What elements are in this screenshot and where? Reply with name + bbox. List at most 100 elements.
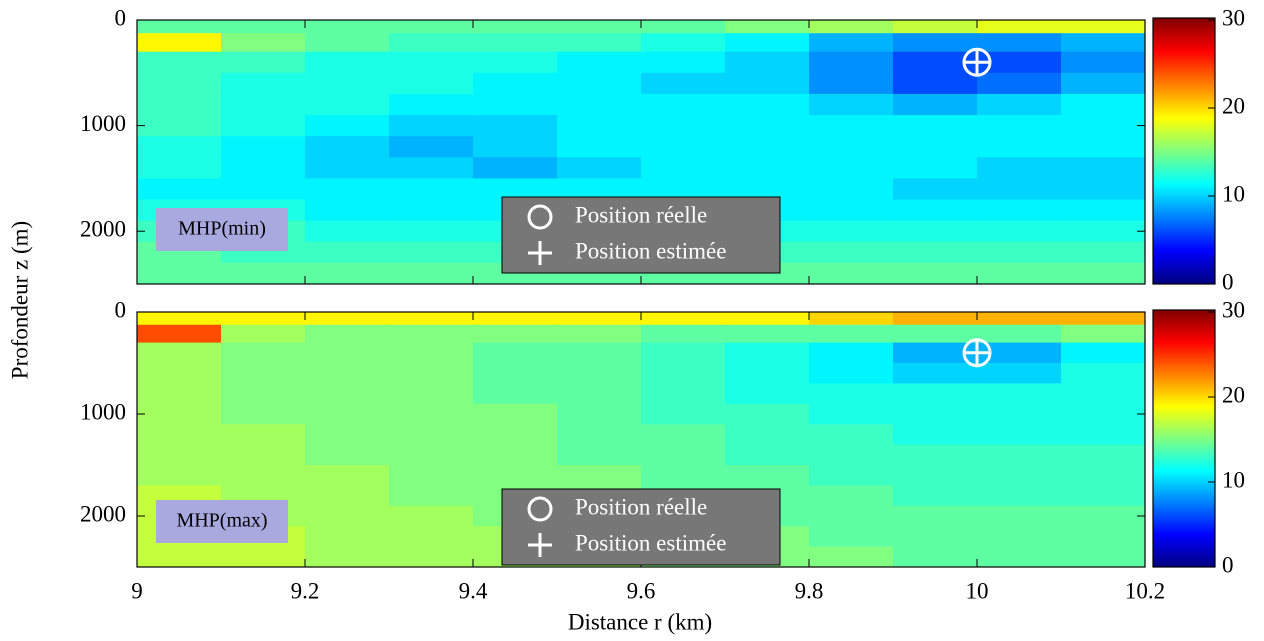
heatmap-cell <box>137 342 222 364</box>
y-tick-label: 2000 <box>80 501 126 526</box>
annotation-box <box>156 208 288 251</box>
heatmap-cell <box>137 93 222 116</box>
heatmap-cell <box>389 241 474 264</box>
heatmap-cell <box>809 33 894 53</box>
heatmap-cell <box>893 262 978 285</box>
heatmap-cell <box>137 363 222 384</box>
heatmap-cell <box>305 241 390 264</box>
heatmap-cell <box>893 312 978 326</box>
heatmap-cell <box>221 546 306 568</box>
heatmap-cell <box>557 324 642 344</box>
heatmap-cell <box>305 93 390 116</box>
annotation: MHP(min) <box>178 218 266 240</box>
heatmap-cell <box>557 93 642 116</box>
heatmap-cell <box>641 312 726 326</box>
legend-label: Position réelle <box>575 202 707 227</box>
heatmap-cell <box>221 51 306 74</box>
y-tick-label: 0 <box>115 5 127 30</box>
heatmap-cell <box>1061 465 1146 486</box>
heatmap-cell <box>893 424 978 446</box>
heatmap-cell <box>809 363 894 384</box>
heatmap-cell <box>725 383 810 405</box>
heatmap-cell <box>389 505 474 527</box>
y-tick-label: 2000 <box>80 216 126 241</box>
heatmap-cell <box>641 178 726 201</box>
heatmap-cell <box>725 312 810 326</box>
heatmap-cell <box>725 444 810 466</box>
heatmap-cell <box>725 403 810 425</box>
heatmap-cell <box>221 72 306 95</box>
heatmap-cell <box>473 424 558 446</box>
colorbar-tick-label: 0 <box>1222 552 1234 577</box>
heatmap-cell <box>1061 363 1146 384</box>
y-axis-label: Profondeur z (m) <box>7 221 32 379</box>
heatmap-cell <box>977 157 1062 179</box>
heatmap-cell <box>473 157 558 179</box>
heatmap-cell <box>1061 220 1146 243</box>
heatmap-cell <box>473 363 558 384</box>
heatmap-cell <box>137 465 222 486</box>
heatmap-cell <box>893 546 978 568</box>
heatmap-cell <box>809 220 894 243</box>
heatmap-cell <box>1061 324 1146 344</box>
heatmap-cell <box>137 324 222 344</box>
heatmap-cell <box>221 342 306 364</box>
colorbar <box>1152 309 1216 568</box>
heatmap-cell <box>305 403 390 425</box>
y-tick-label: 0 <box>115 297 127 322</box>
heatmap-cell <box>389 324 474 344</box>
heatmap-cell <box>809 178 894 201</box>
heatmap-cell <box>389 136 474 158</box>
heatmap-cell <box>389 262 474 285</box>
heatmap-cell <box>809 444 894 466</box>
heatmap-cell <box>221 93 306 116</box>
heatmap-cell <box>557 403 642 425</box>
heatmap-cell <box>1061 526 1146 548</box>
heatmap-cell <box>137 546 222 568</box>
heatmap-cell <box>557 20 642 34</box>
heatmap-cell <box>557 157 642 179</box>
heatmap-cell <box>305 485 390 507</box>
heatmap-cell <box>893 465 978 486</box>
heatmap-cell <box>809 526 894 548</box>
heatmap-cell <box>977 136 1062 158</box>
heatmap-cell <box>977 383 1062 405</box>
heatmap-cell <box>305 424 390 446</box>
heatmap-cell <box>725 136 810 158</box>
heatmap-cell <box>305 505 390 527</box>
x-tick-label: 10 <box>966 578 989 603</box>
heatmap-cell <box>977 241 1062 264</box>
legend-label: Position estimée <box>575 238 726 263</box>
heatmap-cell <box>977 526 1062 548</box>
heatmap-cell <box>305 220 390 243</box>
colorbar-tick-label: 20 <box>1222 382 1245 407</box>
heatmap-cell <box>305 72 390 95</box>
heatmap-cell <box>557 342 642 364</box>
heatmap-cell <box>473 444 558 466</box>
heatmap-cell <box>221 178 306 201</box>
heatmap-cell <box>137 157 222 179</box>
heatmap-cell <box>977 444 1062 466</box>
heatmap-cell <box>305 465 390 486</box>
heatmap-cell <box>1061 546 1146 568</box>
x-axis-label: Distance r (km) <box>568 609 712 634</box>
heatmap-cell <box>389 424 474 446</box>
heatmap-cell <box>557 72 642 95</box>
heatmap-cell <box>557 312 642 326</box>
heatmap-cell <box>809 136 894 158</box>
heatmap-cell <box>893 444 978 466</box>
heatmap-cell <box>221 33 306 53</box>
heatmap-cell <box>641 324 726 344</box>
heatmap-cell <box>305 444 390 466</box>
heatmap-cell <box>305 312 390 326</box>
heatmap-cell <box>893 220 978 243</box>
x-tick-label: 10.2 <box>1125 578 1165 603</box>
heatmap-cell <box>641 33 726 53</box>
heatmap-cell <box>305 178 390 201</box>
heatmap-cell <box>893 324 978 344</box>
legend-symbol <box>527 496 553 522</box>
heatmap-cell <box>389 115 474 137</box>
heatmap-cell <box>221 312 306 326</box>
heatmap-cell <box>473 51 558 74</box>
heatmap-cell <box>641 363 726 384</box>
